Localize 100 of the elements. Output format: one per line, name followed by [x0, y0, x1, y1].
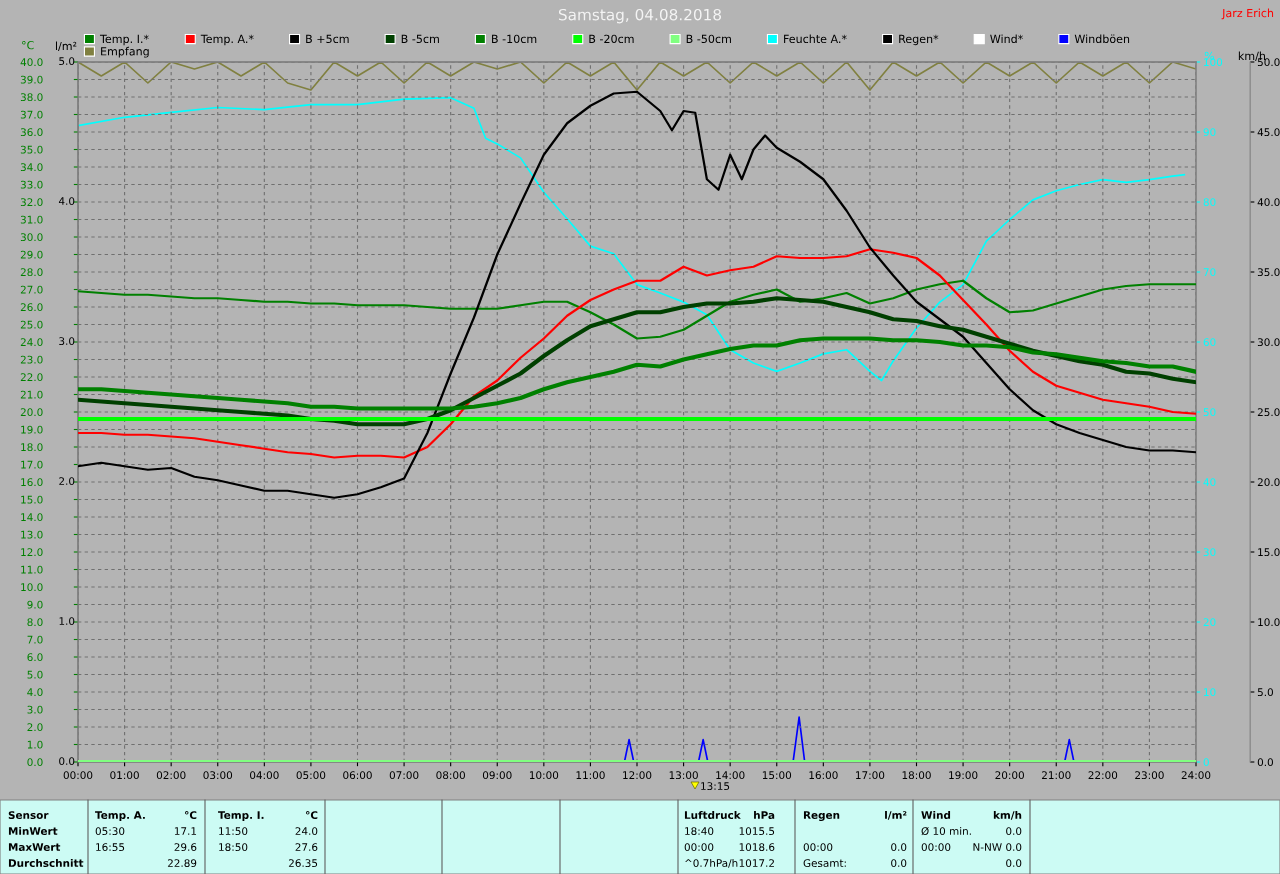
y-tick-label: 4.0	[27, 688, 43, 697]
text: Luftdruck 18:40 00:00 ^0.7hPa/h	[684, 810, 741, 868]
x-tick-label: 05:00	[296, 771, 326, 780]
y-tick-label: 16.0	[21, 478, 43, 487]
x-tick-label: 01:00	[110, 771, 139, 780]
legend-label: B -50cm	[686, 34, 731, 44]
y-tick-label: 38.0	[20, 93, 43, 102]
y-tick-label: 0.0	[27, 758, 43, 767]
text: l/m²	[55, 41, 77, 52]
text: Temp. A. 05:30 16:55	[95, 811, 145, 852]
x-tick-label: 20:00	[995, 771, 1024, 780]
line-series	[78, 336, 1196, 411]
y2-tick-label: 50	[1203, 408, 1216, 417]
y2-tick-label: 80	[1203, 198, 1216, 207]
legend-label: B +5cm	[306, 34, 349, 44]
y2-tick-label: 10	[1204, 688, 1216, 697]
x-tick-label: 08:00	[436, 771, 465, 780]
legend-label: B -5cm	[401, 34, 439, 44]
legend-label: Temp. I.*	[99, 34, 149, 46]
text: Temp. I. 11:50 18:50	[218, 811, 264, 852]
y-tick-label: 36.0	[20, 128, 43, 137]
x-tick-label: 21:00	[1042, 771, 1071, 780]
text: °C 17.1 29.6 22.89	[167, 811, 197, 868]
y-tick-label: 24.0	[20, 338, 43, 347]
y2-tick-label: 90	[1203, 128, 1216, 137]
x-tick-label: 00:00	[63, 771, 93, 780]
y-tick-label: 34.0	[20, 163, 43, 172]
line-series	[78, 96, 1186, 382]
y-tick-label: 18.0	[21, 443, 43, 452]
y-tick-label: 3.0	[27, 705, 43, 714]
y3-tick-label: 15.0	[1258, 548, 1280, 557]
text: Regen 00:00 Gesamt:	[803, 811, 846, 868]
x-tick-label: 12:00	[623, 771, 652, 780]
y3-tick-label: 45.0	[1257, 128, 1280, 137]
y3-tick-label: 5.0	[1257, 688, 1273, 697]
y-tick-label: 20.0	[20, 408, 43, 417]
legend-label: Regen*	[899, 34, 939, 46]
y-tick-label: 31.0	[20, 215, 43, 224]
y-tick-label: 32.0	[20, 198, 43, 207]
y3-tick-label: 35.0	[1257, 268, 1280, 277]
y3-tick-label: 25.0	[1257, 408, 1280, 417]
text: l/m² 0.0 0.0	[885, 810, 907, 868]
x-tick-label: 07:00	[389, 771, 419, 780]
x-tick-label: 06:00	[343, 771, 372, 780]
y-tick-label: 1.0	[27, 740, 43, 749]
legend-label: B -20cm	[589, 34, 634, 44]
legend-label: B -10cm	[492, 34, 537, 44]
text: 0.0 1.0 2.0 3.0 4.0 5.0	[58, 57, 75, 766]
y2-tick-label: 20	[1203, 618, 1216, 627]
y2-tick-label: 100	[1204, 58, 1223, 67]
y-tick-label: 6.0	[27, 653, 43, 662]
y-tick-label: 30.0	[20, 233, 43, 242]
line-series	[78, 90, 1196, 499]
y-tick-label: 28.0	[20, 268, 43, 277]
x-tick-label: 10:00	[529, 771, 559, 780]
x-tick-label: 03:00	[203, 771, 233, 780]
y-tick-label: 5.0	[27, 670, 43, 679]
y-tick-label: 2.0	[27, 723, 43, 732]
x-tick-label: 18:00	[902, 771, 931, 780]
x-tick-label: 13:00	[669, 771, 698, 780]
y-tick-label: 10.0	[21, 583, 43, 592]
y-axis-title: °C	[22, 40, 34, 50]
legend-label: Wind*	[990, 34, 1023, 44]
text: °C 24.0 27.6 26.35	[288, 811, 318, 868]
x-tick-label: 17:00	[856, 771, 885, 780]
y-tick-label: 39.0	[20, 75, 43, 84]
y-tick-label: 29.0	[20, 250, 43, 259]
y2-tick-label: 30	[1203, 548, 1216, 557]
y-tick-label: 27.0	[20, 285, 43, 294]
line-series	[78, 248, 1196, 459]
legend-label: Feuchte A.*	[784, 34, 847, 44]
y2-tick-label: 40	[1203, 478, 1216, 487]
text: Wind Ø 10 min. 00:00	[921, 810, 971, 852]
y2-tick-label: 0	[1203, 758, 1209, 767]
x-tick-label: 23:00	[1135, 771, 1164, 780]
y-tick-label: 37.0	[20, 110, 43, 119]
legend-label: Windböen	[1074, 34, 1130, 44]
y-tick-label: 13.0	[21, 530, 43, 539]
x-tick-label: 22:00	[1088, 771, 1118, 780]
y2-tick-label: 70	[1203, 268, 1216, 277]
text: km/h 0.0 N-NW 0.0 0.0	[973, 810, 1022, 868]
x-tick-label: 16:00	[809, 771, 838, 780]
text: 13:15	[701, 782, 730, 791]
y3-tick-label: 0.0	[1257, 758, 1273, 767]
y3-tick-label: 40.0	[1257, 198, 1280, 207]
y-tick-label: 17.0	[21, 460, 43, 469]
y-tick-label: 11.0	[21, 565, 43, 574]
y-tick-label: 12.0	[21, 548, 43, 557]
x-tick-label: 15:00	[762, 771, 792, 780]
y-tick-label: 9.0	[27, 600, 43, 609]
x-tick-label: 24:00	[1181, 771, 1211, 780]
y-tick-label: 23.0	[20, 355, 43, 364]
x-tick-label: 09:00	[482, 771, 512, 780]
x-tick-label: 04:00	[250, 771, 279, 780]
x-tick-label: 11:00	[576, 771, 605, 780]
y-tick-label: 21.0	[20, 390, 43, 399]
line-series	[78, 296, 1196, 427]
y-tick-label: 19.0	[21, 425, 43, 434]
y-tick-label: 22.0	[20, 373, 43, 382]
x-tick-label: 19:00	[949, 771, 978, 780]
